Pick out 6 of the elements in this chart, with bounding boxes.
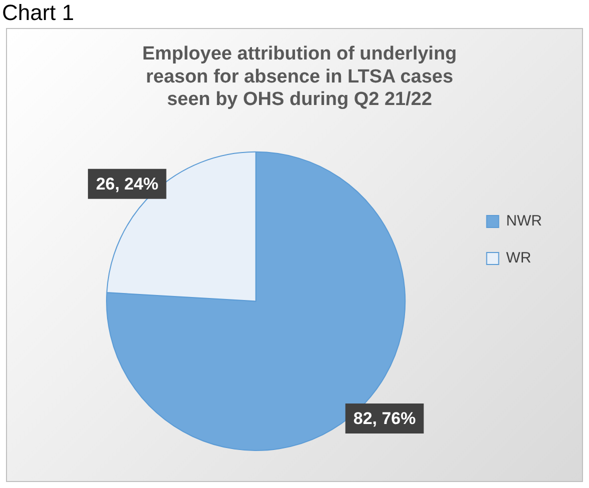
legend-label: WR [506, 250, 532, 267]
chart-title: Employee attribution of underlying reason for absence in LTSA cases seen by OHS during Q2 21/22 [142, 44, 457, 110]
legend-label: NWR [506, 212, 542, 230]
data-label: 26, 24% [96, 174, 158, 194]
data-label: 82, 76% [353, 409, 416, 428]
caption: Chart 1 [2, 0, 74, 26]
